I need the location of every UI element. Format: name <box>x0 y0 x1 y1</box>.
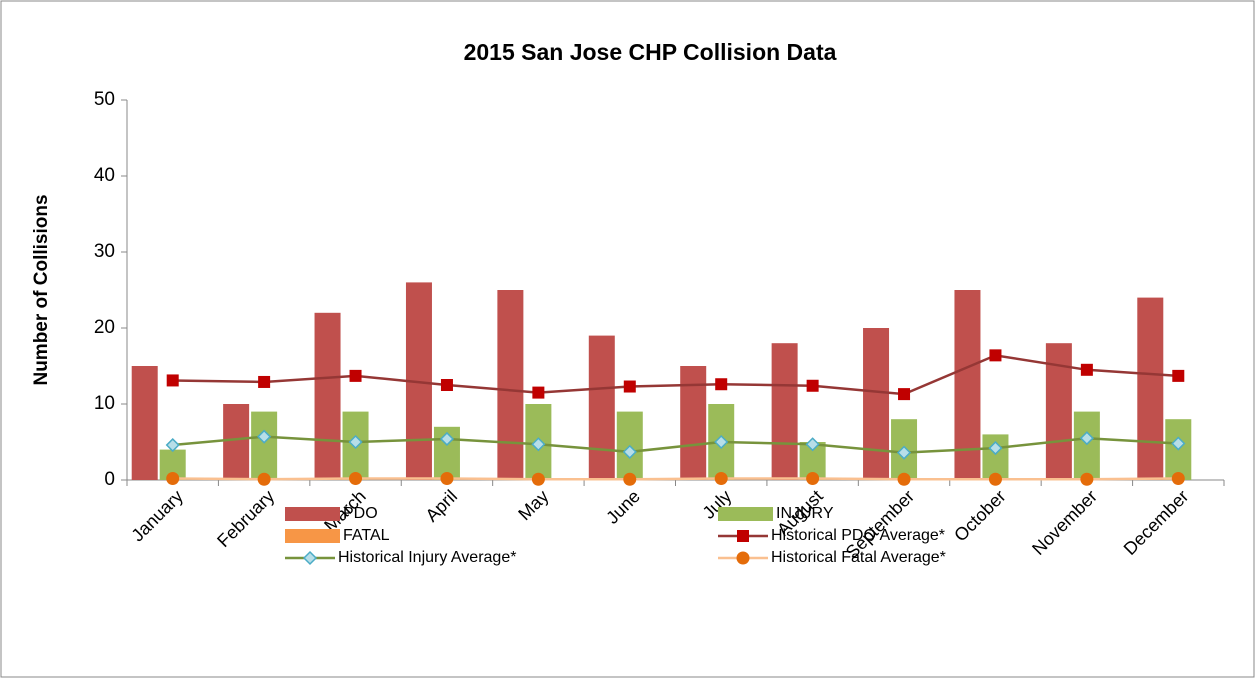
line-marker <box>714 434 729 450</box>
legend-label: Historical Injury Average* <box>338 549 516 566</box>
legend-label: Historical Fatal Average* <box>771 549 946 566</box>
line-marker <box>349 471 363 485</box>
bar <box>223 404 250 480</box>
line-marker <box>166 374 179 387</box>
line-marker <box>806 471 820 485</box>
bar <box>771 343 798 480</box>
bar <box>680 366 707 480</box>
legend-marker <box>736 551 750 565</box>
line-marker <box>531 437 546 452</box>
chart-title: 2015 San Jose CHP Collision Data <box>464 39 837 65</box>
bar <box>314 312 341 480</box>
legend-label: PDO <box>343 505 378 522</box>
line-marker <box>1080 472 1094 486</box>
legend-label: INJURY <box>776 505 834 522</box>
line <box>172 354 1179 396</box>
bar <box>1137 297 1164 480</box>
bar <box>131 366 158 480</box>
y-tick-label: 10 <box>94 393 115 414</box>
line-marker <box>1171 436 1186 451</box>
bar <box>251 411 278 480</box>
bar <box>588 335 615 480</box>
legend-swatch <box>718 507 773 521</box>
line-marker <box>623 472 637 486</box>
line-marker <box>531 472 545 486</box>
line-marker <box>348 434 363 450</box>
legend-label: FATAL <box>343 527 390 544</box>
line-marker <box>440 379 453 391</box>
line-marker <box>1172 369 1185 382</box>
line-marker <box>988 472 1002 486</box>
bar <box>1073 411 1100 480</box>
legend-swatch <box>285 507 340 521</box>
y-axis-label: Number of Collisions <box>31 194 52 385</box>
line-marker <box>896 445 912 460</box>
line-marker <box>257 472 271 486</box>
line <box>172 435 1179 454</box>
line-marker <box>1171 471 1185 485</box>
line-marker <box>257 429 272 444</box>
bar <box>863 328 890 480</box>
line-marker <box>714 471 728 485</box>
line-marker <box>897 472 911 486</box>
line-marker <box>532 386 545 399</box>
line-marker <box>715 378 728 391</box>
y-tick-label: 50 <box>94 89 115 110</box>
line-marker <box>622 444 637 459</box>
legend-swatch <box>285 529 340 543</box>
y-tick-label: 20 <box>94 317 115 338</box>
line-marker <box>989 349 1002 362</box>
line-marker <box>440 471 454 485</box>
y-tick-label: 30 <box>94 241 115 262</box>
line-marker <box>805 437 820 452</box>
line-marker <box>439 431 455 447</box>
line-marker <box>898 388 911 401</box>
legend-marker <box>737 530 749 542</box>
line-marker <box>258 375 271 388</box>
legend-label: Historical PDO Average* <box>771 527 945 544</box>
line <box>172 477 1179 481</box>
line-marker <box>165 437 180 453</box>
line-marker <box>349 369 362 382</box>
legend-marker <box>302 550 318 566</box>
bar <box>954 290 981 480</box>
line-marker <box>806 379 819 392</box>
y-tick-label: 40 <box>94 165 115 186</box>
line-marker <box>1079 431 1094 446</box>
line-marker <box>623 380 636 393</box>
line-marker <box>1080 363 1093 376</box>
line-marker <box>988 441 1003 456</box>
bar <box>497 290 524 480</box>
line-marker <box>166 471 180 485</box>
y-tick-label: 0 <box>104 469 115 490</box>
